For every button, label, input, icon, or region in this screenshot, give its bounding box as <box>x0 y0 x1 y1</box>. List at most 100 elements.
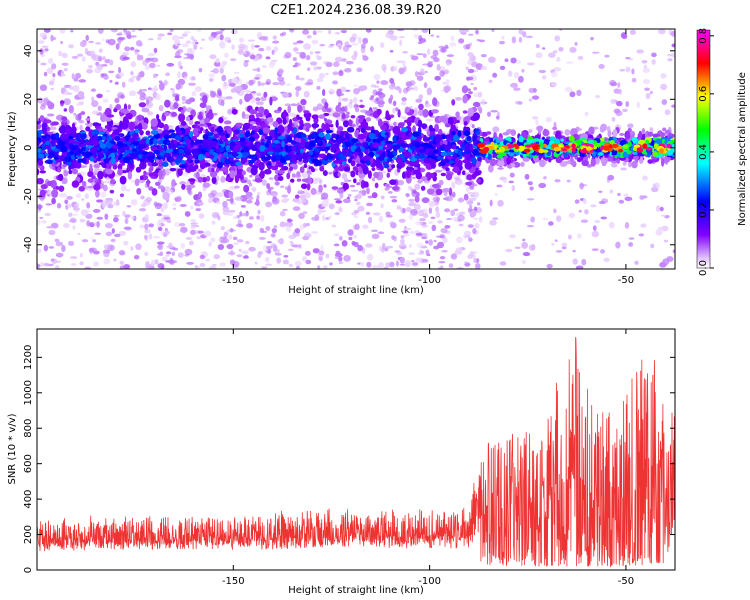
heatmap-cell <box>338 70 344 77</box>
heatmap-cell <box>270 233 276 238</box>
heatmap-cell <box>396 206 402 210</box>
heatmap-cell <box>640 223 647 228</box>
heatmap-cell <box>345 60 354 65</box>
heatmap-cell <box>156 114 160 120</box>
heatmap-cell <box>321 122 326 132</box>
heatmap-cell <box>94 67 102 74</box>
heatmap-cell <box>546 263 553 269</box>
heatmap-cell <box>429 172 435 179</box>
heatmap-cell <box>410 209 418 216</box>
heatmap-cell <box>448 187 453 196</box>
heatmap-cell <box>642 78 651 85</box>
heatmap-cell <box>323 118 327 122</box>
heatmap-cell <box>404 106 410 113</box>
heatmap-cell <box>263 36 269 42</box>
heatmap-cell <box>405 169 412 179</box>
heatmap-cell <box>375 91 383 96</box>
heatmap-cell <box>631 77 637 83</box>
heatmap-cell <box>47 180 53 186</box>
heatmap-cell <box>492 126 500 133</box>
heatmap-cell <box>105 168 113 175</box>
heatmap-cell <box>449 42 457 47</box>
heatmap-cell <box>146 178 150 188</box>
heatmap-cell <box>124 46 131 52</box>
heatmap-cell <box>102 133 108 137</box>
heatmap-cell <box>109 59 114 66</box>
heatmap-cell <box>191 76 196 81</box>
heatmap-cell <box>256 215 261 220</box>
heatmap-cell <box>252 90 256 97</box>
heatmap-cell <box>554 239 558 242</box>
heatmap-cell <box>185 40 192 44</box>
heatmap-cell <box>341 58 347 62</box>
heatmap-cell <box>304 81 312 86</box>
heatmap-cell <box>323 184 327 188</box>
heatmap-cell <box>352 234 358 239</box>
heatmap-cell <box>59 29 66 34</box>
heatmap-cell <box>303 232 312 239</box>
heatmap-cell <box>51 121 59 126</box>
heatmap-cell <box>96 216 104 220</box>
heatmap-cell <box>199 254 206 260</box>
heatmap-cell <box>272 194 278 197</box>
heatmap-cell <box>489 219 497 226</box>
heatmap-cell <box>232 242 239 245</box>
heatmap-cell <box>55 241 64 247</box>
heatmap-cell <box>396 29 405 32</box>
heatmap-cell <box>297 104 303 113</box>
heatmap-cell <box>366 202 373 207</box>
heatmap-cell <box>265 56 271 60</box>
heatmap-cell <box>425 249 430 255</box>
heatmap-cell <box>397 109 401 118</box>
heatmap-cell <box>312 106 319 112</box>
heatmap-cell <box>457 197 465 203</box>
heatmap-cell <box>439 70 445 78</box>
heatmap-cell <box>235 122 243 127</box>
heatmap-cell <box>177 168 183 177</box>
heatmap-cell <box>113 233 121 238</box>
heatmap-cell <box>412 190 417 194</box>
heatmap-cell <box>497 199 504 207</box>
heatmap-cell <box>232 216 238 220</box>
heatmap-cell <box>272 121 279 128</box>
heatmap-cell <box>647 159 654 164</box>
heatmap-cell <box>638 130 643 137</box>
heatmap-cell <box>407 185 413 191</box>
heatmap-cell <box>347 193 352 198</box>
heatmap-cell <box>553 208 557 214</box>
heatmap-cell <box>171 251 175 256</box>
heatmap-cell <box>109 79 113 83</box>
heatmap-cell <box>94 232 102 235</box>
heatmap-cell <box>338 207 343 213</box>
heatmap-cell <box>56 252 64 256</box>
heatmap-cell <box>451 181 456 189</box>
heatmap-cell <box>141 88 148 92</box>
heatmap-cell <box>489 137 494 143</box>
heatmap-cell <box>62 164 67 168</box>
heatmap-cell <box>164 230 170 235</box>
heatmap-cell <box>470 209 477 217</box>
heatmap-cell <box>42 131 48 135</box>
heatmap-cell <box>299 119 304 127</box>
heatmap-cell <box>87 185 94 189</box>
heatmap-cell <box>265 225 271 232</box>
heatmap-cell <box>249 174 253 178</box>
heatmap-cell <box>378 118 383 127</box>
heatmap-cell <box>272 40 280 44</box>
heatmap-cell <box>558 46 564 52</box>
heatmap-cell <box>641 59 648 64</box>
heatmap-cell <box>196 236 202 240</box>
heatmap-cell <box>402 233 410 237</box>
heatmap-cell <box>431 109 439 114</box>
heatmap-cell <box>349 98 353 105</box>
heatmap-cell <box>245 191 253 198</box>
heatmap-cell <box>522 157 530 162</box>
heatmap-cell <box>296 200 304 205</box>
heatmap-cell <box>86 68 93 74</box>
heatmap-cell <box>661 99 668 105</box>
heatmap-cell <box>624 222 630 229</box>
heatmap-cell <box>463 121 468 126</box>
heatmap-cell <box>528 244 534 251</box>
heatmap-cell <box>354 198 358 202</box>
heatmap-cell <box>572 250 576 253</box>
